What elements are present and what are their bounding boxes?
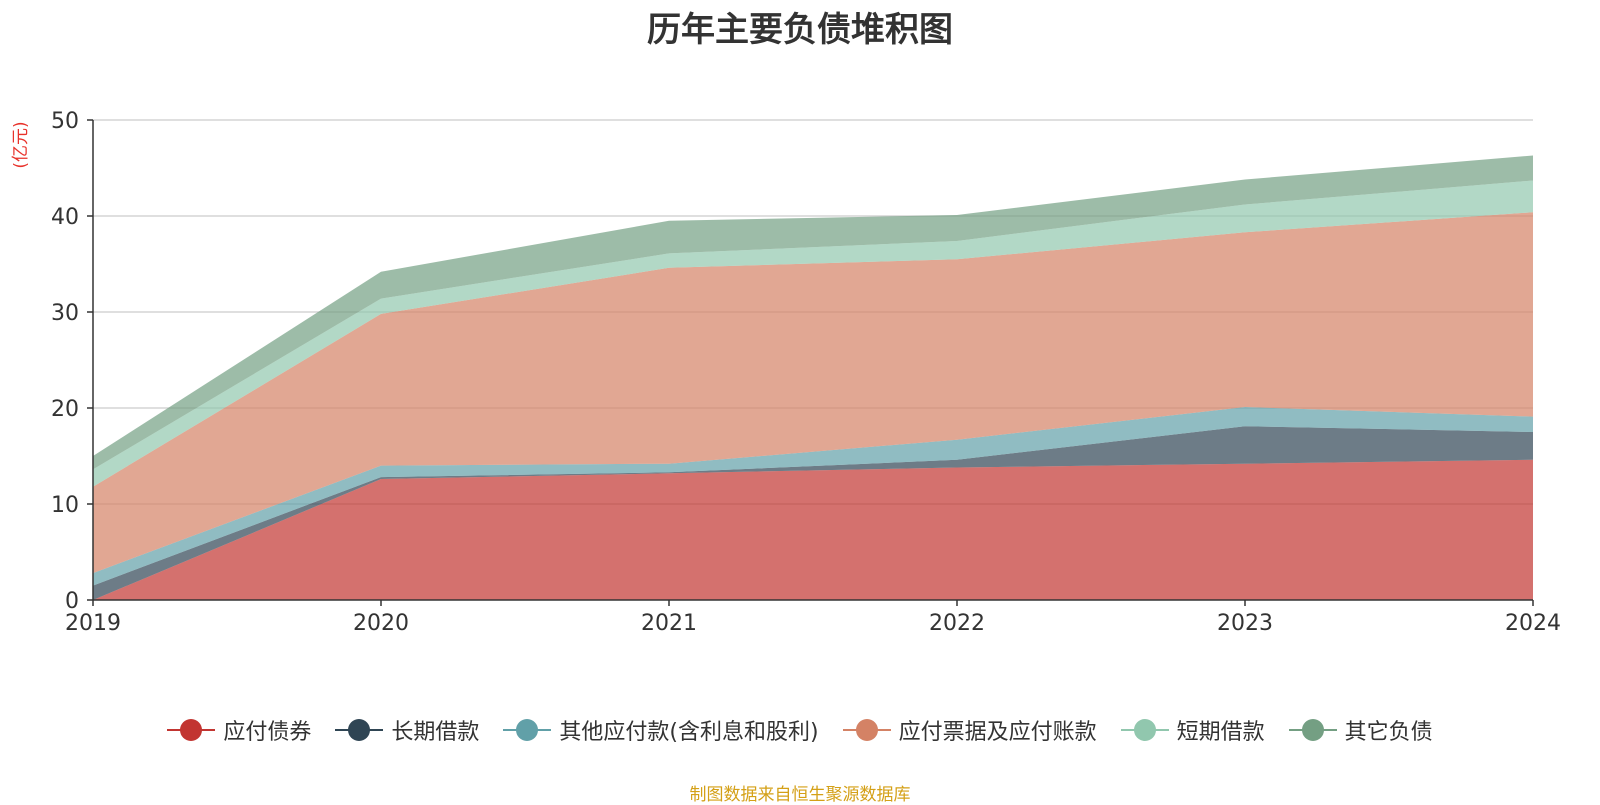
y-tick-label: 50 (51, 109, 79, 134)
legend-label: 应付债券 (223, 720, 312, 745)
legend-marker (167, 718, 216, 742)
legend-item-3[interactable]: 应付票据及应付账款 (842, 714, 1097, 746)
legend-marker (1288, 718, 1337, 742)
legend: 应付债券 长期借款 其他应付款(含利息和股利) 应付票据及应付账款 短期借款 其它负债 (0, 714, 1600, 746)
legend-item-5[interactable]: 其它负债 (1288, 714, 1433, 746)
x-tick-label: 2019 (65, 611, 121, 636)
x-tick-label: 2023 (1217, 611, 1273, 636)
x-tick-label: 2020 (353, 611, 409, 636)
legend-item-4[interactable]: 短期借款 (1120, 714, 1265, 746)
y-tick-label: 40 (51, 205, 79, 230)
area-series-1[interactable] (93, 426, 1533, 600)
x-tick-label: 2024 (1505, 611, 1561, 636)
y-axis-unit-label: (亿元) (11, 121, 31, 168)
legend-label: 其它负债 (1344, 720, 1433, 745)
legend-item-2[interactable]: 其他应付款(含利息和股利) (503, 714, 819, 746)
y-tick-label: 20 (51, 397, 79, 422)
legend-label: 长期借款 (391, 720, 480, 745)
x-tick-label: 2022 (929, 611, 985, 636)
area-series-2[interactable] (93, 407, 1533, 586)
source-note: 制图数据来自恒生聚源数据库 (689, 785, 911, 805)
y-tick-label: 30 (51, 301, 79, 326)
y-tick-label: 10 (51, 493, 79, 518)
legend-marker (335, 718, 384, 742)
legend-label: 其他应付款(含利息和股利) (559, 720, 819, 745)
legend-marker (1120, 718, 1169, 742)
area-series-5[interactable] (93, 155, 1533, 470)
legend-marker (503, 718, 552, 742)
x-tick-label: 2021 (641, 611, 697, 636)
area-series-4[interactable] (93, 180, 1533, 487)
legend-item-1[interactable]: 长期借款 (335, 714, 479, 746)
area-series-0[interactable] (93, 459, 1533, 600)
chart-title: 历年主要负债堆积图 (647, 10, 953, 50)
legend-item-0[interactable]: 应付债券 (167, 714, 311, 746)
legend-label: 短期借款 (1176, 720, 1265, 745)
area-series-3[interactable] (93, 212, 1533, 574)
legend-marker (842, 718, 891, 742)
legend-label: 应付票据及应付账款 (898, 720, 1097, 745)
y-tick-label: 0 (65, 589, 79, 614)
